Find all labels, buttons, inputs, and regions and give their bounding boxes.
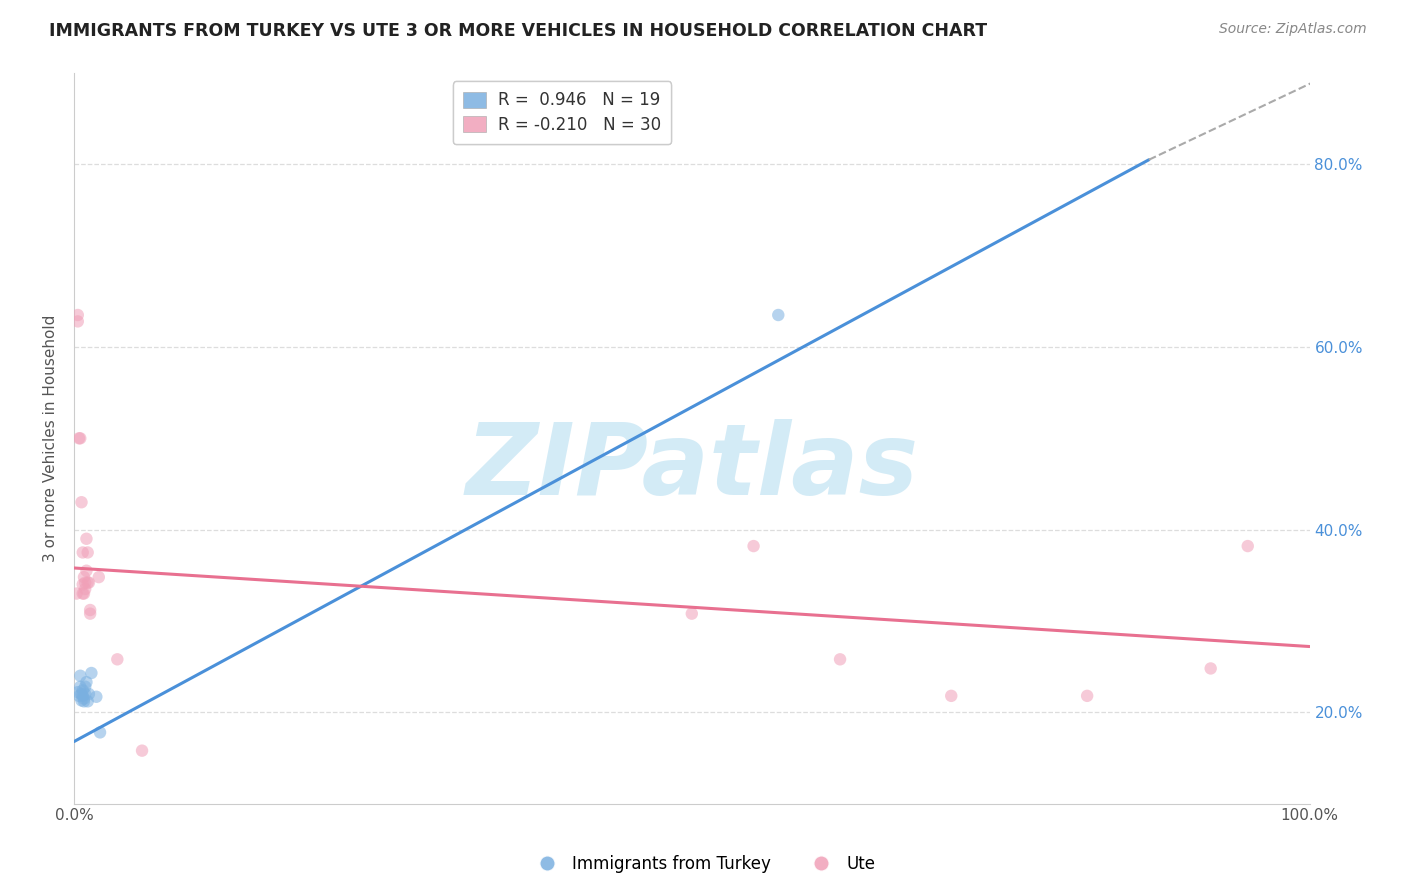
Point xyxy=(73,694,96,708)
Point xyxy=(75,680,97,694)
Point xyxy=(768,308,790,322)
Point xyxy=(73,691,96,706)
Point xyxy=(89,725,111,739)
Point xyxy=(77,687,100,701)
Point xyxy=(72,683,94,698)
Point xyxy=(75,582,97,596)
Point xyxy=(69,669,91,683)
Point xyxy=(75,675,97,690)
Point xyxy=(67,689,90,703)
Point xyxy=(131,744,153,758)
Point xyxy=(75,532,97,546)
Text: Source: ZipAtlas.com: Source: ZipAtlas.com xyxy=(1219,22,1367,37)
Point xyxy=(70,687,93,701)
Point xyxy=(72,689,94,703)
Point xyxy=(76,694,98,708)
Point xyxy=(76,545,98,559)
Point xyxy=(66,308,89,322)
Point xyxy=(79,607,101,621)
Point xyxy=(72,545,94,559)
Point xyxy=(67,431,90,445)
Point xyxy=(87,570,110,584)
Y-axis label: 3 or more Vehicles in Household: 3 or more Vehicles in Household xyxy=(44,315,58,562)
Point xyxy=(75,564,97,578)
Point xyxy=(941,689,963,703)
Point xyxy=(77,575,100,590)
Point xyxy=(66,314,89,328)
Point xyxy=(105,652,128,666)
Point xyxy=(69,431,91,445)
Legend: R =  0.946   N = 19, R = -0.210   N = 30: R = 0.946 N = 19, R = -0.210 N = 30 xyxy=(453,81,671,144)
Point xyxy=(79,603,101,617)
Point xyxy=(681,607,703,621)
Point xyxy=(66,685,89,699)
Point xyxy=(70,495,93,509)
Point xyxy=(75,687,97,701)
Point xyxy=(86,690,108,704)
Point xyxy=(65,586,87,600)
Point xyxy=(1236,539,1258,553)
Text: ZIPatlas: ZIPatlas xyxy=(465,419,918,516)
Point xyxy=(1199,661,1222,675)
Point xyxy=(80,666,103,681)
Point xyxy=(72,577,94,591)
Point xyxy=(1076,689,1098,703)
Point xyxy=(742,539,765,553)
Legend: Immigrants from Turkey, Ute: Immigrants from Turkey, Ute xyxy=(524,848,882,880)
Point xyxy=(70,693,93,707)
Point xyxy=(76,575,98,590)
Point xyxy=(75,575,97,590)
Point xyxy=(828,652,851,666)
Point xyxy=(72,586,94,600)
Point xyxy=(73,586,96,600)
Point xyxy=(73,570,96,584)
Point xyxy=(69,680,91,694)
Text: IMMIGRANTS FROM TURKEY VS UTE 3 OR MORE VEHICLES IN HOUSEHOLD CORRELATION CHART: IMMIGRANTS FROM TURKEY VS UTE 3 OR MORE … xyxy=(49,22,987,40)
